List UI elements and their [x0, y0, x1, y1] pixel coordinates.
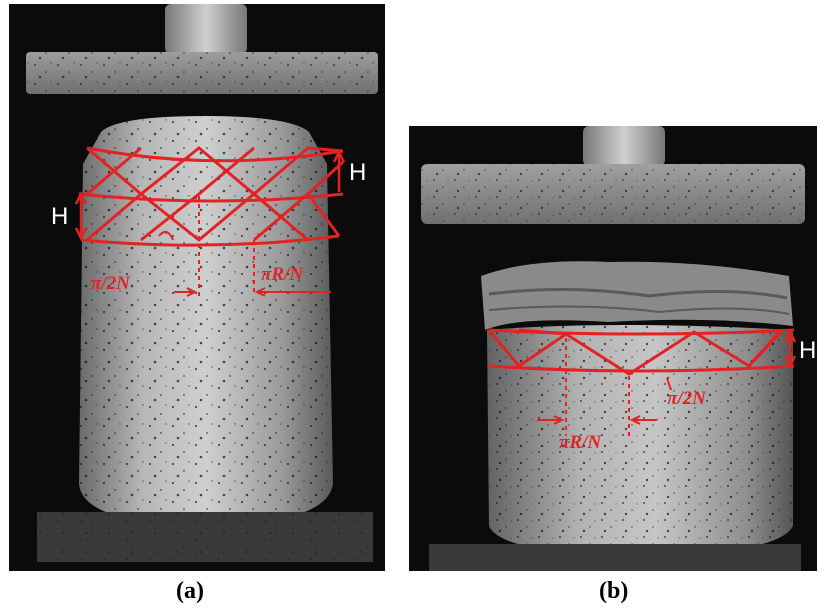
caption-b: (b): [599, 578, 629, 604]
label-h-left: H: [51, 203, 68, 230]
folding-pattern-overlay: [78, 146, 345, 247]
arc-guide-lines: [565, 338, 630, 436]
base-plate: [429, 544, 801, 571]
height-dimension-left: [74, 191, 88, 241]
photo-panel-a: H H π/2N πR/N: [9, 4, 385, 571]
label-arc-length: πR/N: [261, 264, 304, 285]
label-arc-length: πR/N: [559, 432, 602, 453]
height-dimension-right: [332, 149, 346, 192]
label-angle: π/2N: [667, 388, 707, 409]
label-angle: π/2N: [91, 273, 131, 294]
arc-guide-lines: [198, 196, 255, 296]
photo-b-drawing: H π/2N πR/N: [409, 126, 817, 571]
platen-stem: [583, 126, 665, 166]
platen-stem: [165, 4, 247, 54]
height-dimension-right: [783, 329, 797, 369]
label-h-right: H: [799, 337, 816, 364]
photo-a-drawing: H H π/2N πR/N: [9, 4, 385, 571]
photo-panel-b: H π/2N πR/N: [409, 126, 817, 571]
label-h-right: H: [349, 159, 366, 186]
folding-pattern-overlay: [487, 328, 795, 376]
caption-a: (a): [176, 578, 204, 604]
